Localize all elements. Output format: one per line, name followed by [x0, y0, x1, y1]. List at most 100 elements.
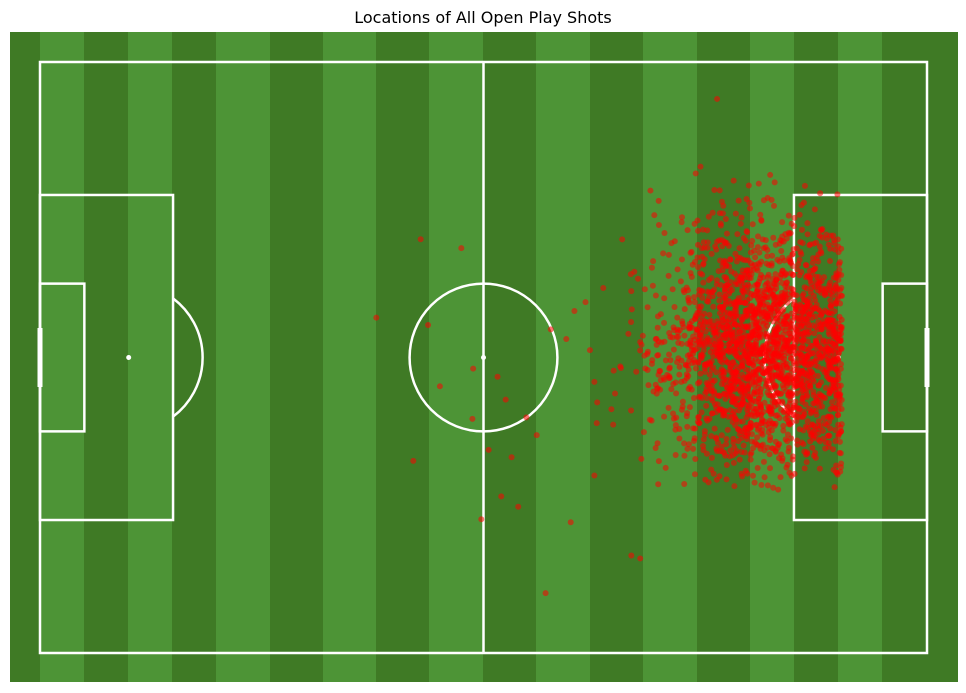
left-penalty-spot	[126, 355, 132, 360]
shot-point	[780, 376, 787, 383]
shot-point	[743, 414, 750, 421]
shot-point	[800, 296, 807, 303]
shot-point	[770, 339, 777, 346]
shot-point	[798, 439, 805, 446]
shot-point	[682, 361, 689, 368]
shot-point	[707, 317, 714, 324]
shot-point	[684, 340, 691, 347]
shot-point	[782, 343, 789, 350]
shot-point	[802, 370, 809, 377]
shot-point	[725, 359, 732, 366]
shot-point	[671, 303, 678, 310]
shot-point	[770, 234, 777, 241]
shot-point	[801, 465, 808, 472]
shot-point	[720, 376, 727, 383]
shot-point	[711, 377, 718, 384]
shot-point	[678, 406, 685, 413]
shot-point	[738, 340, 745, 347]
shot-point	[695, 303, 702, 310]
shot-point	[780, 409, 787, 416]
grass-stripe-2	[216, 32, 270, 682]
shot-point	[748, 351, 755, 358]
shot-point	[705, 298, 712, 305]
shot-point	[755, 290, 762, 297]
shot-point	[822, 395, 829, 402]
shot-point	[644, 367, 651, 374]
shot-point	[708, 274, 715, 281]
shot-point	[647, 187, 654, 194]
shot-point	[708, 289, 715, 296]
shot-point	[736, 276, 743, 283]
shot-point	[742, 424, 749, 431]
shot-point	[825, 374, 832, 381]
shot-point	[469, 415, 476, 422]
shot-point	[743, 429, 750, 436]
shot-point	[694, 309, 701, 316]
shot-point	[600, 285, 607, 292]
shot-point	[628, 407, 635, 414]
shot-point	[789, 344, 796, 351]
shot-point	[729, 452, 736, 459]
shot-point	[780, 331, 787, 338]
shot-point	[753, 441, 760, 448]
shot-point	[660, 250, 667, 257]
shot-point	[681, 377, 688, 384]
shot-point	[718, 198, 725, 205]
shot-point	[779, 382, 786, 389]
shot-point	[688, 273, 695, 280]
shot-point	[627, 271, 634, 278]
shot-point	[735, 197, 742, 204]
shot-point	[721, 390, 728, 397]
shot-point	[802, 358, 809, 365]
shot-point	[772, 271, 779, 278]
shot-point	[681, 332, 688, 339]
shot-point	[816, 438, 823, 445]
shot-point	[771, 399, 778, 406]
shot-point	[679, 318, 686, 325]
shot-point	[760, 245, 767, 252]
grass-stripe-0	[40, 32, 84, 682]
shot-point	[828, 365, 835, 372]
shot-point	[831, 484, 838, 491]
shot-point	[681, 481, 688, 488]
shot-point	[788, 472, 795, 479]
shot-point	[796, 211, 803, 218]
shot-point	[819, 338, 826, 345]
shot-point	[696, 287, 703, 294]
shot-point	[705, 479, 712, 486]
shot-point	[826, 331, 833, 338]
shot-point	[806, 405, 813, 412]
shot-point	[802, 346, 809, 353]
shot-point	[716, 393, 723, 400]
shot-point	[714, 95, 721, 102]
shot-point	[695, 264, 702, 271]
shot-point	[691, 299, 698, 306]
shot-point	[730, 439, 737, 446]
shot-point	[772, 412, 779, 419]
shot-point	[733, 341, 740, 348]
shot-point	[707, 361, 714, 368]
shot-point	[637, 347, 644, 354]
shot-point	[808, 422, 815, 429]
shot-point	[761, 344, 768, 351]
pitch-lines	[37, 60, 930, 655]
shot-point	[795, 261, 802, 268]
shot-point	[754, 244, 761, 251]
shot-point	[781, 257, 788, 264]
grass-stripe-4	[429, 32, 483, 682]
shot-point	[716, 304, 723, 311]
shot-point	[837, 300, 844, 307]
shot-point	[799, 240, 806, 247]
shot-point	[610, 421, 617, 428]
shot-point	[628, 319, 635, 326]
shot-point	[719, 317, 726, 324]
shot-point	[829, 446, 836, 453]
shot-point	[700, 226, 707, 233]
shot-point	[717, 257, 724, 264]
shot-point	[672, 422, 679, 429]
shot-point	[792, 306, 799, 313]
shot-point	[833, 270, 840, 277]
shot-point	[628, 552, 635, 559]
shot-point	[723, 476, 730, 483]
shot-point	[827, 425, 834, 432]
